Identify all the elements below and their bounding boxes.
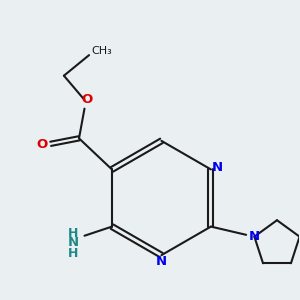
Text: N: N	[249, 230, 260, 243]
Text: N: N	[211, 161, 222, 174]
Text: CH₃: CH₃	[92, 46, 112, 56]
Text: H: H	[68, 247, 79, 260]
Text: N: N	[68, 236, 79, 249]
Text: H: H	[68, 227, 79, 240]
Text: N: N	[156, 255, 167, 268]
Text: O: O	[37, 138, 48, 151]
Text: O: O	[82, 93, 93, 106]
